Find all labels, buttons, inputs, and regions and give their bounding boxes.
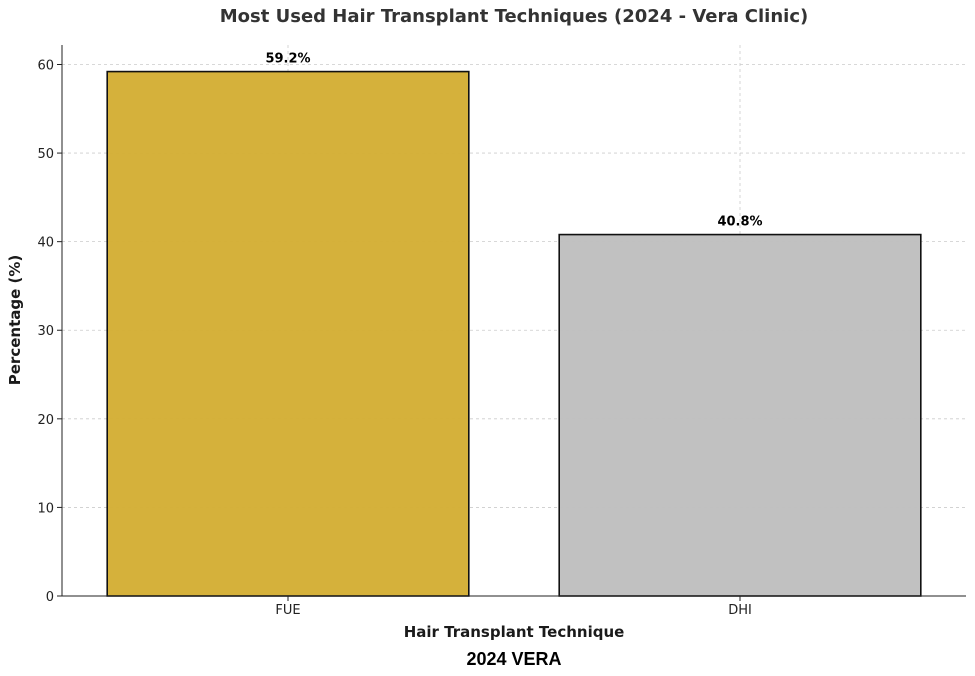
x-axis-label: Hair Transplant Technique [404,623,625,641]
axes [61,45,966,597]
y-tick-label: 60 [37,58,54,73]
bar-dhi [558,233,922,597]
x-tick-label: DHI [728,603,752,618]
x-axis-ticks: FUE DHI [275,596,752,618]
y-axis-ticks: 0 10 20 30 40 50 60 [37,58,62,605]
y-axis-label: Percentage (%) [6,255,24,385]
data-label-fue: 59.2% [265,52,310,67]
y-tick-label: 20 [37,413,54,428]
data-label-dhi: 40.8% [717,215,762,230]
x-tick-label: FUE [275,603,300,618]
chart-title: Most Used Hair Transplant Techniques (20… [220,6,808,27]
bar-fue [106,70,470,597]
y-tick-label: 30 [37,324,54,339]
y-tick-label: 40 [37,236,54,251]
y-tick-label: 0 [46,590,54,605]
footer-text: 2024 VERA [466,649,561,669]
bars [106,70,922,597]
y-tick-label: 50 [37,147,54,162]
y-tick-label: 10 [37,501,54,516]
data-labels: 59.2% 40.8% [265,52,762,230]
